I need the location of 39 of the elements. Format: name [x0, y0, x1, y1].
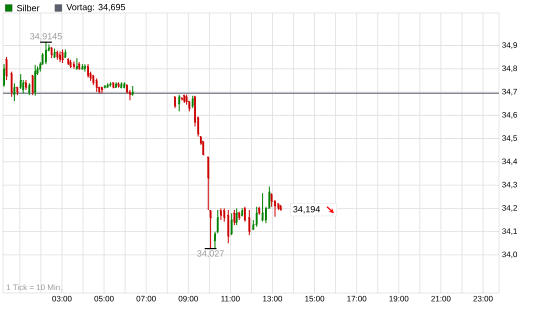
candlestick	[84, 64, 86, 72]
candlestick	[6, 56, 8, 80]
candlestick	[13, 82, 16, 102]
candlestick	[220, 208, 222, 220]
candlestick	[210, 209, 212, 250]
candlestick	[50, 46, 53, 59]
candlestick	[70, 59, 72, 69]
candlestick	[96, 78, 98, 92]
candlestick	[56, 50, 58, 60]
annotation: 34,027	[197, 250, 224, 258]
candlestick	[106, 82, 109, 88]
candlestick	[256, 206, 258, 228]
candlestick	[20, 74, 22, 90]
candlestick	[54, 48, 56, 59]
legend-label: Silber	[17, 4, 40, 12]
candlestick	[280, 204, 282, 212]
legend-label: Vortag: 34,695	[66, 4, 126, 12]
candlestick	[112, 82, 114, 89]
candlestick	[32, 74, 34, 96]
candlestick	[120, 82, 122, 89]
candlestick	[192, 95, 194, 109]
annotation: 34,194	[293, 206, 320, 214]
candlestick	[16, 86, 18, 96]
candlestick	[241, 208, 244, 217]
candlestick	[236, 208, 238, 226]
candlestick	[81, 64, 84, 70]
candlestick	[262, 192, 264, 222]
candlestick	[10, 71, 13, 98]
candlestick	[62, 49, 64, 64]
candlestick	[132, 86, 134, 96]
candlestick	[28, 82, 30, 96]
candlestick	[118, 82, 120, 88]
candlestick	[244, 206, 246, 222]
candlestick	[233, 209, 236, 226]
candlestick	[64, 49, 66, 59]
candlestick	[76, 58, 78, 70]
candlestick	[248, 209, 250, 236]
candlestick	[230, 212, 233, 236]
annotation: 34,9145	[30, 33, 62, 40]
